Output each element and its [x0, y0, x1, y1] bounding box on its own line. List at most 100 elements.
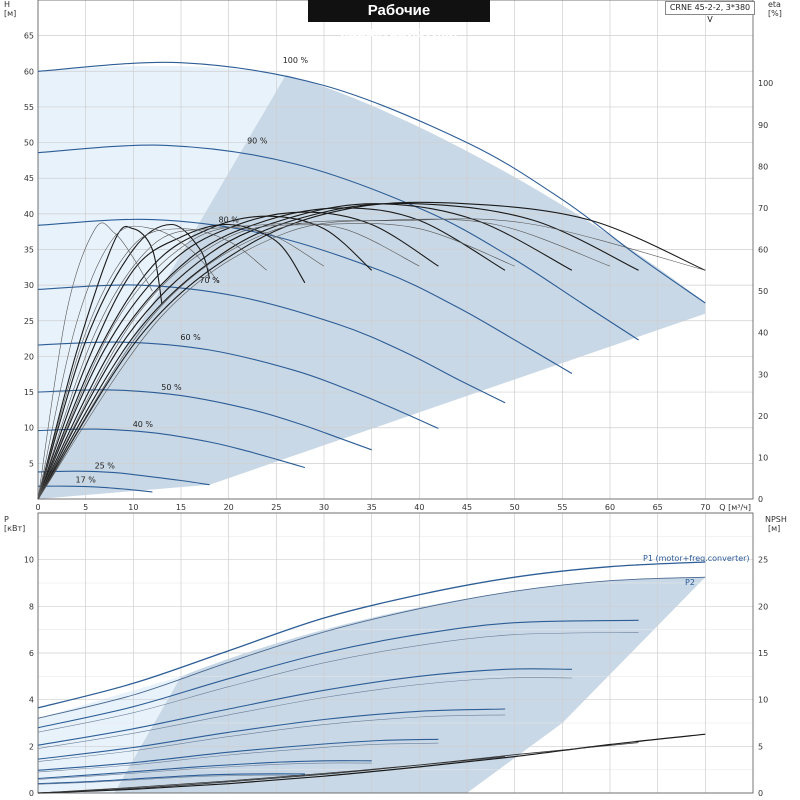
- p1-speed-curve: [37, 773, 305, 785]
- x-tick-top: 40: [414, 503, 424, 512]
- p2-speed-curve: [37, 742, 439, 773]
- speed-label: 50 %: [161, 383, 182, 392]
- eta-curve: [37, 218, 706, 500]
- power-npsh-plot: P1 (motor+freq.converter)P20246810051015…: [4, 512, 787, 798]
- x-tick-top: 10: [128, 503, 138, 512]
- x-label-top: Q [м³/ч]: [719, 503, 751, 512]
- eta-curve: [37, 202, 639, 500]
- p1-speed-curve: [37, 668, 572, 746]
- speed-label: 40 %: [133, 420, 154, 429]
- npsh-speed-curve: [37, 742, 639, 794]
- eta-curve: [37, 223, 211, 500]
- eta-curve: [37, 211, 439, 500]
- head-curve: [37, 341, 439, 429]
- p2-speed-curve: [37, 774, 305, 785]
- p1-speed-curve: [37, 619, 639, 729]
- x-tick-top: 45: [462, 503, 472, 512]
- speed-label: 60 %: [180, 333, 201, 342]
- p2-speed-curve: [37, 762, 372, 780]
- chart-title: Рабочие характеристики: [308, 0, 490, 41]
- x-tick-top: 60: [605, 503, 615, 512]
- y-tick-right-bot: 20: [758, 602, 768, 611]
- y-tick-left-top: 40: [24, 210, 34, 219]
- plot-frame-top: [37, 0, 754, 500]
- p1-speed-curve: [37, 738, 439, 771]
- y-tick-right-top: 0: [758, 495, 763, 504]
- y-tick-left-top: 10: [24, 424, 34, 433]
- y-tick-right-top: 10: [758, 453, 768, 462]
- y-tick-left-bot: 10: [24, 556, 34, 565]
- power-region-dark: [114, 577, 706, 793]
- eta-curve: [37, 225, 220, 500]
- eta-curve: [37, 228, 267, 500]
- y-label-left-top: H: [4, 0, 10, 9]
- y-tick-left-top: 5: [29, 459, 34, 468]
- eta-curve: [37, 201, 706, 500]
- speed-label: 80 %: [219, 216, 240, 225]
- p2-legend-label: P2: [685, 578, 695, 587]
- npsh-speed-curve: [37, 756, 506, 794]
- head-curve: [37, 389, 372, 451]
- operating-region-light: [38, 65, 286, 499]
- head-curve: [37, 218, 573, 374]
- y-tick-right-top: 40: [758, 329, 768, 338]
- head-curve: [37, 61, 706, 304]
- eta-curve: [37, 222, 153, 500]
- eta-curve: [37, 223, 515, 500]
- speed-label: 90 %: [247, 136, 268, 145]
- p1-speed-curve: [37, 708, 506, 760]
- y-tick-right-top: 90: [758, 121, 768, 130]
- y-tick-left-top: 25: [24, 317, 34, 326]
- eta-curve: [37, 218, 611, 500]
- head-curve: [37, 470, 210, 486]
- y-unit-left-top: [м]: [4, 9, 16, 18]
- speed-label: 17 %: [76, 476, 97, 485]
- head-curve: [37, 428, 306, 469]
- p1-legend-label: P1 (motor+freq.converter): [643, 554, 750, 563]
- y-tick-right-bot: 0: [758, 789, 763, 798]
- x-tick-top: 0: [35, 503, 40, 512]
- y-tick-left-top: 60: [24, 67, 34, 76]
- y-tick-right-top: 80: [758, 162, 768, 171]
- eta-curve: [37, 222, 420, 500]
- x-tick-top: 50: [510, 503, 520, 512]
- y-tick-left-bot: 2: [29, 742, 34, 751]
- y-tick-right-bot: 25: [758, 556, 768, 565]
- x-tick-top: 25: [271, 503, 281, 512]
- y-label-right-top: eta: [768, 0, 781, 9]
- y-unit-right-top: [%]: [768, 9, 782, 18]
- p2-speed-curve: [37, 714, 506, 762]
- y-tick-right-bot: 5: [758, 742, 763, 751]
- head-curve: [37, 144, 639, 341]
- y-tick-right-top: 30: [758, 370, 768, 379]
- y-tick-left-bot: 4: [29, 696, 34, 705]
- power-region-light: [38, 676, 181, 793]
- y-tick-right-top: 70: [758, 204, 768, 213]
- y-unit-right-bot: [м]: [768, 524, 780, 533]
- plot-frame-bot: [37, 512, 754, 794]
- head-curve: [37, 485, 153, 493]
- x-tick-top: 15: [176, 503, 186, 512]
- speed-label: 25 %: [95, 461, 116, 470]
- y-label-left-bot: P: [4, 515, 9, 524]
- pump-model-label: CRNE 45-2-2, 3*380 V: [665, 1, 755, 24]
- eta-curve: [37, 215, 373, 500]
- y-tick-left-bot: 6: [29, 649, 34, 658]
- p1-speed-curve: [37, 760, 372, 780]
- x-tick-top: 70: [700, 503, 710, 512]
- y-tick-left-top: 45: [24, 174, 34, 183]
- speed-label: 70 %: [199, 276, 220, 285]
- speed-label: 100 %: [283, 56, 309, 65]
- eta-curve: [37, 226, 163, 500]
- y-tick-right-top: 60: [758, 246, 768, 255]
- p2-curve: [37, 576, 706, 719]
- y-tick-left-top: 50: [24, 139, 34, 148]
- x-tick-top: 5: [83, 503, 88, 512]
- x-tick-top: 20: [224, 503, 234, 512]
- y-unit-left-bot: [кВт]: [4, 524, 25, 533]
- y-tick-left-top: 30: [24, 281, 34, 290]
- y-tick-right-top: 20: [758, 412, 768, 421]
- head-eta-plot: 100 % 90 % 80 % 70 % 60 % 50 % 40 % 25 % 17 % 5 10…: [4, 0, 782, 512]
- x-tick-top: 35: [367, 503, 377, 512]
